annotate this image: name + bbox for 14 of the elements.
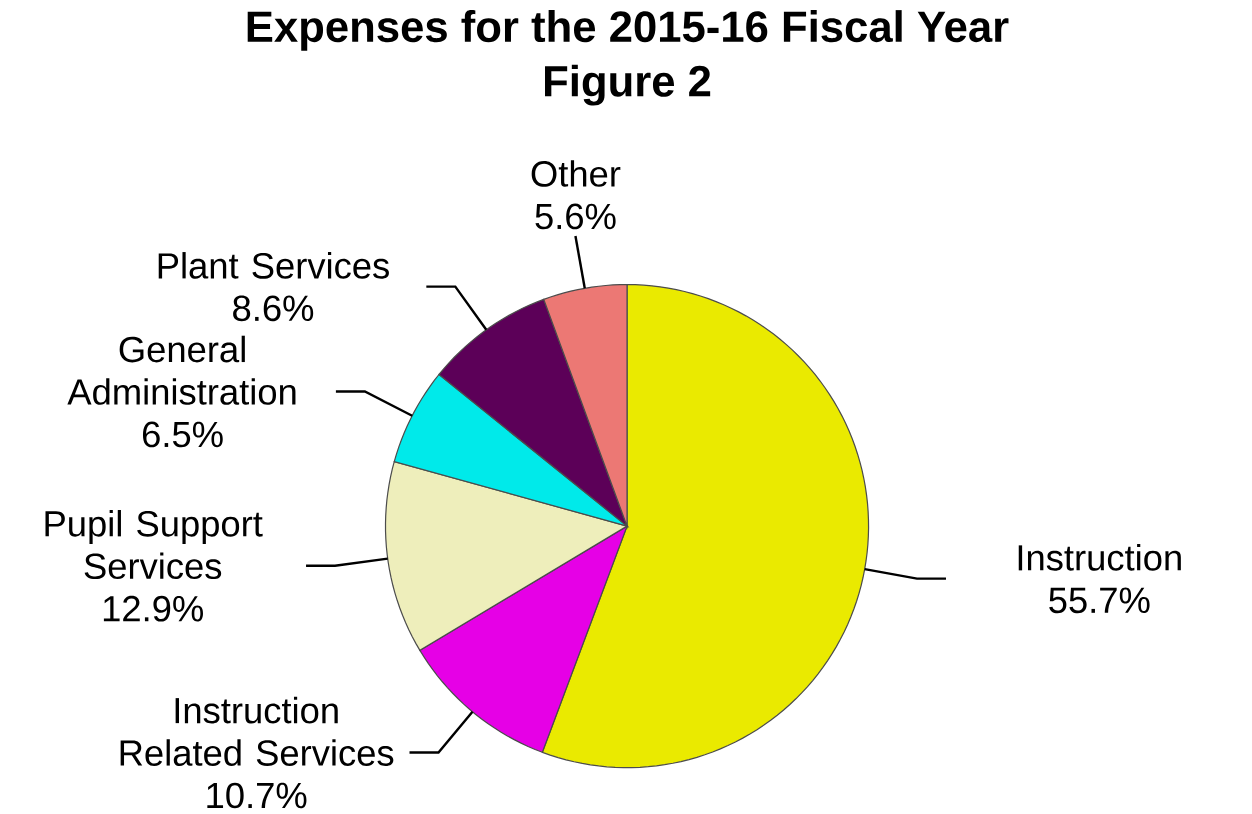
slice-label: Pupil Support Services bbox=[45, 509, 263, 579]
slice-label: Instruction bbox=[1018, 543, 1181, 571]
data-label: 5.6% bbox=[535, 203, 616, 230]
slice-label: Plant Services bbox=[158, 251, 389, 279]
slice-label: Other bbox=[531, 159, 621, 187]
data-label: 10.7% bbox=[207, 782, 307, 809]
data-label: 55.7% bbox=[1049, 587, 1150, 613]
data-label: 12.9% bbox=[103, 595, 203, 622]
data-label: 8.6% bbox=[233, 295, 314, 321]
chart-title: Expenses for the 2015-16 Fiscal Year bbox=[247, 9, 1009, 51]
chart-subtitle: Figure 2 bbox=[545, 64, 711, 106]
slice-label: Instruction Related Services bbox=[120, 696, 394, 766]
data-label: 6.5% bbox=[142, 421, 223, 448]
slice-label: General Administration bbox=[67, 335, 296, 405]
